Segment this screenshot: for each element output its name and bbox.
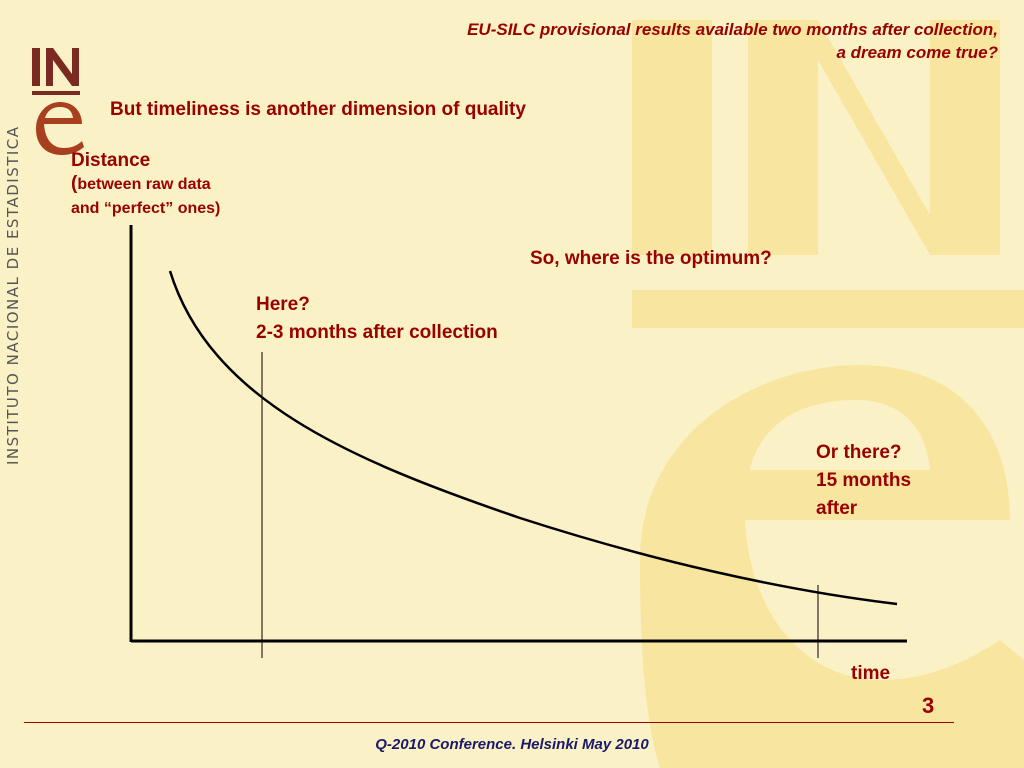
slide-title-line1: EU-SILC provisional results available tw… [467, 20, 998, 39]
y-axis-subtitle-line2: and “perfect” ones) [71, 200, 221, 217]
ine-logo [32, 48, 84, 155]
annotation-there: Or there? 15 months after [816, 439, 911, 523]
annotation-here-line1: Here? [256, 294, 310, 315]
annotation-there-line3: after [816, 498, 858, 519]
distance-curve [168, 270, 898, 606]
y-axis-subtitle-line1: (between raw data [71, 173, 211, 194]
y-axis-subtitle-text1: between raw data [77, 176, 211, 193]
annotation-there-line2: 15 months [816, 470, 912, 491]
annotation-here: Here? 2-3 months after collection [256, 291, 498, 347]
y-axis-label: Distance (between raw data and “perfect”… [71, 150, 220, 221]
footer-divider [24, 722, 954, 723]
footer-text: Q-2010 Conference. Helsinki May 2010 [375, 736, 649, 753]
y-axis-title: Distance [71, 150, 151, 171]
slide-title-line2: a dream come true? [836, 43, 998, 62]
slide-title: EU-SILC provisional results available tw… [298, 18, 998, 64]
x-axis-label: time [851, 663, 891, 684]
annotation-here-line2: 2-3 months after collection [256, 322, 498, 343]
annotation-there-line1: Or there? [816, 442, 902, 463]
optimum-question: So, where is the optimum? [530, 248, 772, 269]
slide-subtitle: But timeliness is another dimension of q… [110, 99, 526, 120]
page-number: 3 [922, 693, 935, 718]
